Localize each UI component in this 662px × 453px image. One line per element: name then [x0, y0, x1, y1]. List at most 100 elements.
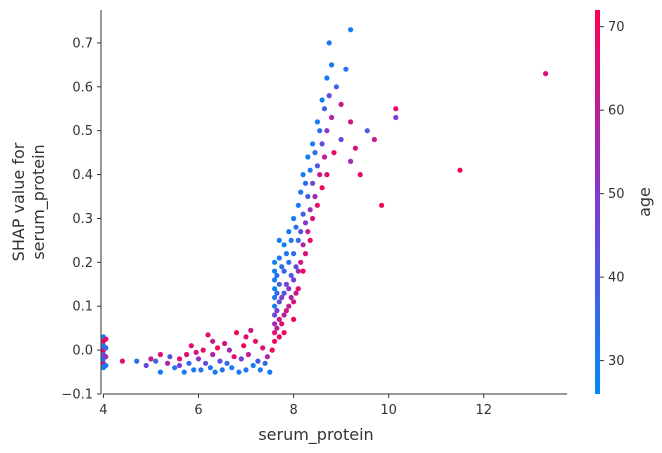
data-point: [379, 202, 385, 208]
data-point: [153, 358, 159, 364]
data-point: [272, 312, 278, 318]
data-point: [262, 360, 268, 366]
data-point: [172, 365, 178, 371]
data-point: [300, 242, 306, 248]
colorbar-label: age: [635, 187, 654, 217]
y-tick-label: 0.2: [72, 256, 93, 271]
data-point: [286, 286, 292, 292]
data-point: [543, 71, 549, 77]
data-point: [272, 294, 278, 301]
data-point: [314, 119, 320, 125]
data-point: [291, 215, 297, 222]
data-point: [260, 345, 266, 351]
data-point: [250, 362, 256, 369]
data-point: [274, 272, 280, 279]
data-point: [184, 351, 190, 358]
data-point: [176, 356, 183, 362]
data-point: [307, 237, 313, 243]
data-point: [295, 237, 301, 243]
colorbar-tick-label: 30: [608, 354, 625, 369]
data-point: [291, 299, 297, 305]
data-point: [165, 360, 171, 366]
data-point: [157, 369, 163, 375]
data-point: [286, 229, 292, 235]
data-point: [281, 242, 287, 248]
data-point: [203, 360, 209, 366]
data-point: [307, 207, 313, 213]
data-point: [167, 354, 173, 360]
data-point: [295, 286, 301, 292]
data-point: [226, 347, 232, 353]
data-point: [264, 354, 270, 360]
y-tick-label: −0.1: [61, 388, 93, 403]
data-point: [310, 215, 316, 222]
data-point: [279, 264, 285, 270]
y-axis-label-line-2: serum_protein: [29, 144, 49, 259]
data-point: [188, 343, 194, 349]
data-point: [324, 172, 330, 178]
data-point: [326, 40, 332, 46]
data-point: [393, 114, 399, 121]
data-point: [319, 141, 325, 147]
colorbar-ticks: 30 40 50 60 70: [600, 20, 625, 369]
data-point: [302, 180, 309, 186]
data-point: [200, 347, 206, 353]
data-point: [214, 345, 221, 351]
data-point: [348, 27, 354, 33]
x-tick-label: 4: [99, 403, 107, 418]
x-axis-ticks: 4 6 8 10 12: [99, 394, 492, 418]
data-point: [310, 180, 316, 186]
data-point: [371, 136, 377, 143]
data-point: [302, 251, 309, 257]
y-tick-label: 0.4: [72, 168, 93, 183]
data-point: [276, 299, 282, 305]
data-point: [286, 303, 292, 309]
data-point: [148, 356, 154, 362]
data-point: [291, 316, 297, 322]
data-point: [241, 343, 247, 349]
x-tick-label: 6: [194, 403, 202, 418]
data-point: [212, 369, 218, 375]
data-point: [283, 281, 289, 287]
data-point: [274, 308, 280, 314]
data-point: [307, 167, 313, 173]
data-point: [224, 360, 230, 366]
data-point: [348, 158, 354, 164]
data-point: [305, 229, 311, 235]
data-point: [243, 367, 249, 373]
data-point: [255, 358, 261, 364]
data-point: [210, 338, 216, 344]
data-point: [195, 356, 202, 362]
data-point: [267, 369, 273, 375]
data-point: [329, 62, 335, 68]
data-point: [272, 321, 278, 327]
data-point: [324, 75, 330, 81]
colorbar-tick-label: 50: [608, 187, 625, 202]
data-point: [272, 330, 278, 336]
data-point: [198, 367, 204, 373]
data-point: [305, 154, 311, 160]
data-point: [274, 290, 280, 296]
data-point: [181, 369, 187, 375]
data-point: [222, 340, 228, 347]
data-point: [272, 286, 278, 292]
data-point: [134, 358, 140, 364]
data-point: [257, 367, 263, 373]
data-point: [281, 312, 287, 318]
data-point: [319, 97, 325, 103]
x-tick-label: 12: [476, 403, 493, 418]
data-point: [207, 365, 213, 371]
data-point: [293, 224, 299, 230]
data-point: [295, 268, 301, 274]
data-point: [310, 141, 316, 147]
scatter-points: [100, 27, 549, 375]
data-point: [317, 128, 323, 134]
data-point: [317, 172, 323, 178]
data-point: [312, 193, 318, 200]
data-point: [272, 303, 278, 309]
data-point: [352, 145, 358, 151]
x-axis-label: serum_protein: [258, 425, 373, 445]
y-tick-label: 0.5: [72, 124, 93, 139]
data-point: [276, 334, 282, 340]
data-point: [279, 321, 285, 327]
